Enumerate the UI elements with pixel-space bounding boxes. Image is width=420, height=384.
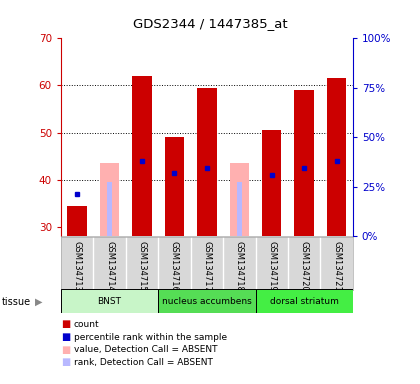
- Text: GSM134719: GSM134719: [267, 241, 276, 292]
- Text: GDS2344 / 1447385_at: GDS2344 / 1447385_at: [133, 17, 287, 30]
- Text: ■: ■: [61, 332, 70, 342]
- Text: percentile rank within the sample: percentile rank within the sample: [74, 333, 227, 342]
- Text: GSM134718: GSM134718: [235, 241, 244, 292]
- Text: GSM134717: GSM134717: [202, 241, 211, 292]
- Text: GSM134721: GSM134721: [332, 241, 341, 292]
- Text: ■: ■: [61, 358, 70, 367]
- Bar: [100, 163, 119, 236]
- Bar: [255, 289, 353, 313]
- Bar: [107, 182, 112, 236]
- Text: rank, Detection Call = ABSENT: rank, Detection Call = ABSENT: [74, 358, 213, 367]
- Text: count: count: [74, 320, 99, 329]
- Text: GSM134714: GSM134714: [105, 241, 114, 292]
- Bar: [197, 88, 217, 236]
- Text: ■: ■: [61, 319, 70, 329]
- Bar: [230, 163, 249, 236]
- Text: tissue: tissue: [2, 297, 31, 307]
- Text: value, Detection Call = ABSENT: value, Detection Call = ABSENT: [74, 345, 217, 354]
- Text: dorsal striatum: dorsal striatum: [270, 296, 339, 306]
- Text: BNST: BNST: [97, 296, 121, 306]
- Text: GSM134720: GSM134720: [299, 241, 309, 292]
- Bar: [67, 205, 87, 236]
- Text: GSM134713: GSM134713: [73, 241, 81, 292]
- Text: GSM134716: GSM134716: [170, 241, 179, 292]
- Bar: [132, 76, 152, 236]
- Bar: [236, 182, 242, 236]
- Bar: [262, 130, 281, 236]
- Text: ▶: ▶: [35, 297, 42, 307]
- Bar: [327, 78, 346, 236]
- Bar: [165, 137, 184, 236]
- Bar: [294, 90, 314, 236]
- Text: GSM134715: GSM134715: [137, 241, 147, 292]
- Text: nucleus accumbens: nucleus accumbens: [162, 296, 252, 306]
- Text: ■: ■: [61, 345, 70, 355]
- Bar: [61, 289, 158, 313]
- Bar: [158, 289, 255, 313]
